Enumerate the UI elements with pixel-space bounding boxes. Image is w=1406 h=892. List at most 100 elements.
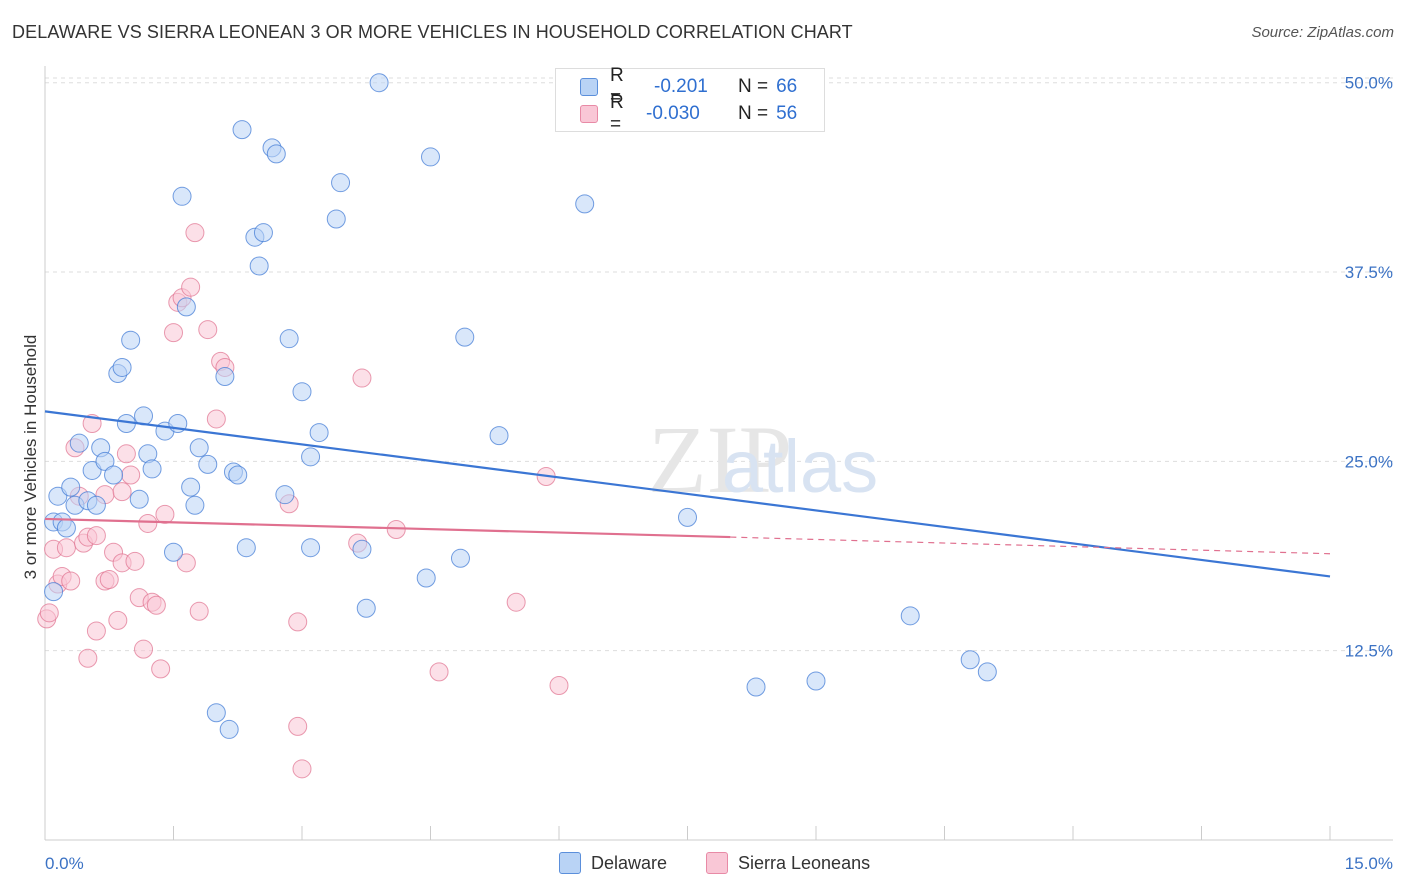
- watermark-atlas: atlas: [722, 425, 878, 508]
- delaware-point: [266, 144, 286, 164]
- delaware-point: [421, 147, 440, 167]
- legend-item-sierra-leoneans[interactable]: Sierra Leoneans: [706, 852, 870, 874]
- delaware-point: [69, 433, 89, 453]
- sierra-leoneans-point: [146, 595, 166, 615]
- sierra-leoneans-point: [185, 223, 205, 243]
- sierra-leoneans-point: [56, 538, 76, 558]
- sierra-leoneans-point: [164, 323, 183, 343]
- sierra-leoneans-point: [151, 659, 171, 679]
- delaware-point: [301, 447, 321, 467]
- sierra-leoneans-swatch: [580, 105, 598, 123]
- y-tick-label: 37.5%: [1345, 263, 1393, 282]
- sierra-leoneans-point: [121, 465, 141, 485]
- delaware-point: [575, 194, 595, 214]
- y-tick-label: 25.0%: [1345, 452, 1393, 471]
- delaware-point: [228, 465, 248, 485]
- x-tick-min: 0.0%: [45, 854, 84, 873]
- source-label: Source: ZipAtlas.com: [1251, 24, 1394, 41]
- delaware-point: [172, 186, 192, 206]
- delaware-point: [806, 671, 826, 691]
- delaware-trend-line: [44, 410, 1331, 578]
- y-tick-labels: 12.5% 25.0% 37.5% 50.0%: [1345, 74, 1393, 661]
- r-label: R =: [610, 92, 624, 135]
- r-label: R =: [610, 65, 624, 108]
- sierra-leoneans-point: [138, 513, 158, 533]
- sierra-leoneans-point: [352, 368, 372, 388]
- delaware-point: [253, 223, 273, 243]
- delaware-point: [900, 606, 920, 626]
- r-value: -0.201: [654, 76, 708, 97]
- axes: [44, 66, 1393, 841]
- delaware-point: [236, 538, 256, 558]
- delaware-point: [292, 382, 312, 402]
- delaware-point: [181, 477, 201, 497]
- delaware-point: [112, 357, 132, 377]
- sierra-leoneans-point: [429, 662, 449, 682]
- delaware-point: [61, 477, 81, 497]
- delaware-point: [977, 662, 997, 682]
- delaware-point: [142, 459, 162, 479]
- delaware-point: [746, 677, 766, 697]
- sierra-leoneans-trend-extension: [730, 536, 1331, 555]
- trend-lines: [44, 410, 1331, 578]
- delaware-point: [455, 327, 475, 347]
- delaware-point: [121, 330, 141, 350]
- sierra-leoneans-point: [292, 759, 312, 779]
- y-axis-label: 3 or more Vehicles in Household: [21, 335, 40, 580]
- delaware-point: [198, 454, 218, 474]
- n-value: 56: [776, 103, 798, 124]
- sierra-leoneans-point: [181, 277, 201, 297]
- delaware-point: [95, 451, 115, 471]
- y-tick-label: 50.0%: [1345, 74, 1393, 93]
- chart-title: DELAWARE VS SIERRA LEONEAN 3 OR MORE VEH…: [12, 22, 853, 42]
- y-tick-label: 12.5%: [1345, 642, 1393, 661]
- sierra-leoneans-point: [198, 320, 218, 340]
- sierra-leoneans-point: [386, 520, 406, 540]
- sierra-leoneans-point: [61, 571, 81, 591]
- sierra-leoneans-point: [116, 444, 136, 464]
- delaware-point: [189, 438, 209, 458]
- delaware-point: [164, 542, 183, 562]
- delaware-point: [249, 256, 269, 276]
- delaware-point: [678, 507, 697, 527]
- sierra-leoneans-legend-swatch: [706, 852, 728, 874]
- delaware-point: [326, 209, 346, 229]
- delaware-point: [369, 73, 389, 93]
- delaware-point: [176, 297, 196, 317]
- sierra-leoneans-point: [176, 553, 196, 573]
- delaware-point: [219, 719, 239, 739]
- delaware-point: [960, 650, 980, 670]
- legend-item-delaware[interactable]: Delaware: [559, 852, 667, 874]
- sierra-leoneans-trend-line: [44, 517, 731, 539]
- delaware-point: [275, 485, 295, 505]
- sierra-leoneans-point: [549, 676, 569, 696]
- delaware-legend-label: Delaware: [591, 852, 668, 873]
- delaware-point: [279, 329, 299, 349]
- delaware-point: [416, 568, 436, 588]
- n-value: 66: [776, 76, 798, 97]
- sierra-leoneans-point: [288, 716, 308, 736]
- delaware-point: [104, 465, 124, 485]
- delaware-swatch: [580, 78, 598, 96]
- delaware-point: [56, 518, 76, 538]
- delaware-legend-swatch: [559, 852, 581, 874]
- sierra-leoneans-point: [86, 621, 106, 641]
- delaware-point: [356, 598, 376, 618]
- r-value: -0.030: [646, 103, 700, 124]
- sierra-leoneans-point: [134, 639, 154, 659]
- sierra-leoneans-points: [37, 223, 569, 779]
- stats-legend: R = -0.201 N = 66 R = -0.030 N = 56: [555, 65, 825, 135]
- sierra-leoneans-point: [189, 601, 209, 621]
- sierra-leoneans-point: [288, 612, 308, 632]
- sierra-leoneans-point: [39, 603, 59, 623]
- x-tick-max: 15.0%: [1345, 854, 1393, 873]
- watermark-zip: ZIP: [648, 406, 792, 513]
- sierra-leoneans-point: [108, 610, 128, 630]
- delaware-point: [331, 173, 351, 193]
- n-label: N =: [738, 76, 769, 97]
- legend-row-sierra-leoneans: R = -0.030 N = 56: [580, 92, 798, 135]
- n-label: N =: [738, 103, 769, 124]
- delaware-point: [309, 423, 329, 443]
- delaware-point: [352, 539, 372, 559]
